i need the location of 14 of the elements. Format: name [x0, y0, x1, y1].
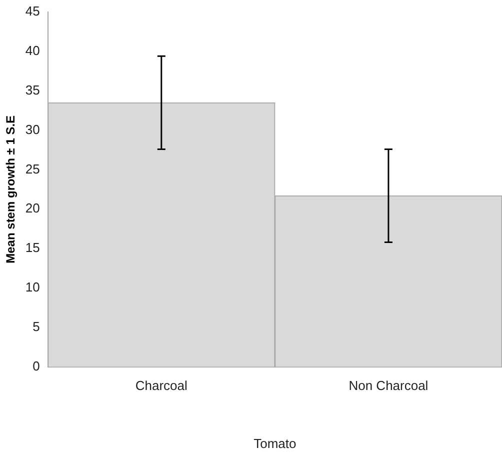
- y-tick-label: 5: [32, 318, 40, 334]
- y-tick-label: 30: [25, 122, 40, 137]
- y-tick-label: 0: [32, 358, 40, 374]
- y-axis-title: Mean stem growth ± 1 S.E: [4, 115, 18, 264]
- y-tick-label: 45: [25, 4, 40, 19]
- y-tick-label: 20: [25, 200, 40, 216]
- y-tick-label: 10: [25, 280, 40, 295]
- x-tick-label: Non Charcoal: [348, 378, 428, 394]
- x-axis-title: Tomato: [254, 436, 296, 451]
- x-tick-label: Charcoal: [135, 378, 188, 394]
- y-tick-label: 40: [25, 43, 40, 58]
- y-tick-label: 35: [25, 82, 40, 98]
- y-tick-label: 25: [25, 161, 40, 176]
- y-tick-label: 15: [25, 240, 40, 256]
